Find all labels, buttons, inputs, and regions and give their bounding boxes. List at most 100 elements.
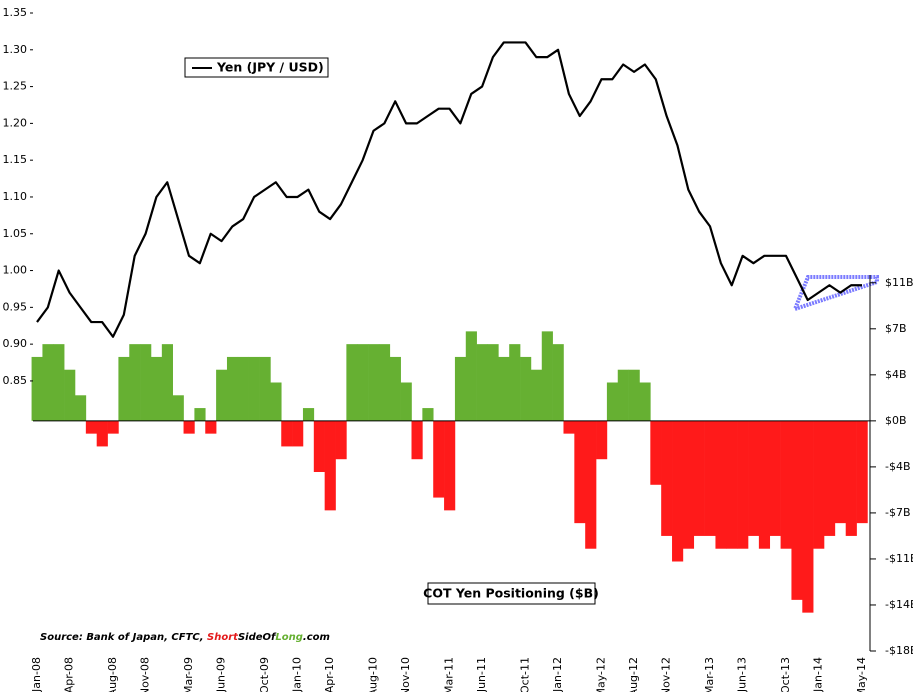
y2-tick-label: -$14B (885, 598, 913, 611)
source-brand: .com (303, 632, 330, 643)
bar (694, 421, 705, 536)
bar (97, 421, 108, 447)
axes: 0.850.900.951.001.051.101.151.201.251.30… (3, 6, 913, 657)
bar (835, 421, 846, 523)
bar (705, 421, 716, 536)
bar (813, 421, 824, 549)
bar (509, 344, 520, 421)
bar (585, 421, 596, 549)
source-brand: Side (238, 632, 263, 643)
bar (553, 344, 564, 421)
x-tick-label: May-14 (855, 657, 868, 692)
y2-tick-label: -$7B (885, 506, 911, 519)
bar (759, 421, 770, 549)
y-tick-label: 1.35 (3, 6, 28, 19)
x-tick-label: Mar-09 (182, 657, 195, 692)
bar (596, 421, 607, 459)
y-tick-label: 1.25 (3, 80, 28, 93)
bar (422, 408, 433, 421)
bar (412, 421, 423, 459)
bar (520, 357, 531, 421)
y2-tick-label: -$18B (885, 644, 913, 657)
bar (433, 421, 444, 498)
bar (325, 421, 336, 510)
bar (846, 421, 857, 536)
y-tick-label: 1.05 (3, 227, 28, 240)
x-tick-label: Nov-10 (399, 657, 412, 692)
x-tick-label: Oct-13 (779, 657, 792, 692)
bar (781, 421, 792, 549)
bar (336, 421, 347, 459)
bar (737, 421, 748, 549)
bar (477, 344, 488, 421)
bar (455, 357, 466, 421)
bar (390, 357, 401, 421)
bar (770, 421, 781, 536)
source: Source: Bank of Japan, CFTC, ShortSideOf… (40, 632, 330, 643)
bar (346, 344, 357, 421)
y2-tick-label: $11B (885, 276, 913, 289)
x-tick-label: Jun-09 (215, 657, 228, 692)
bar (303, 408, 314, 421)
bar (140, 344, 151, 421)
bar (86, 421, 97, 434)
bar (194, 408, 205, 421)
bar (173, 395, 184, 421)
bar (184, 421, 195, 434)
bar (487, 344, 498, 421)
bar (726, 421, 737, 549)
x-tick-label: Oct-11 (518, 657, 531, 692)
bar (281, 421, 292, 447)
y-tick-label: 1.00 (3, 264, 28, 277)
x-tick-label: Apr-08 (63, 657, 76, 692)
x-tick-label: Aug-08 (106, 657, 119, 692)
source-brand: Short (207, 632, 239, 643)
x-tick-label: Nov-08 (139, 657, 152, 692)
bar (639, 383, 650, 421)
bar (401, 383, 412, 421)
source-prefix: Source: Bank of Japan, CFTC, (40, 632, 204, 643)
source-brand: Long (275, 632, 303, 643)
x-tick-label: Jun-11 (475, 657, 488, 692)
bar (466, 331, 477, 420)
x-tick-label: Jan-12 (551, 657, 564, 692)
bar (151, 357, 162, 421)
y2-tick-label: -$4B (885, 460, 911, 473)
bar-series-label: COT Yen Positioning ($B) (423, 586, 599, 601)
bar (444, 421, 455, 510)
bar (618, 370, 629, 421)
bar (118, 357, 129, 421)
x-tick-label: Apr-10 (323, 657, 336, 692)
bar (683, 421, 694, 549)
bar (542, 331, 553, 420)
bar (238, 357, 249, 421)
bar (249, 357, 260, 421)
bar (629, 370, 640, 421)
bar (802, 421, 813, 613)
x-tick-label: Mar-13 (703, 657, 716, 692)
bar (379, 344, 390, 421)
bar (748, 421, 759, 536)
y-tick-label: 1.15 (3, 153, 28, 166)
bar (650, 421, 661, 485)
y-tick-label: 0.85 (3, 374, 28, 387)
bar (563, 421, 574, 434)
x-tick-label: May-12 (594, 657, 607, 692)
x-tick-label: Jun-13 (736, 657, 749, 692)
bar (108, 421, 119, 434)
bar (75, 395, 86, 421)
x-tick-label: Aug-12 (627, 657, 640, 692)
bar (129, 344, 140, 421)
bar (574, 421, 585, 523)
bar (32, 357, 43, 421)
x-tick-label: Jan-10 (291, 657, 304, 692)
bar (357, 344, 368, 421)
bar (227, 357, 238, 421)
x-tick-label: Oct-09 (258, 657, 271, 692)
bar (531, 370, 542, 421)
bar (292, 421, 303, 447)
y2-tick-label: $7B (885, 322, 907, 335)
y-tick-label: 1.30 (3, 43, 28, 56)
bar (216, 370, 227, 421)
bar (791, 421, 802, 600)
